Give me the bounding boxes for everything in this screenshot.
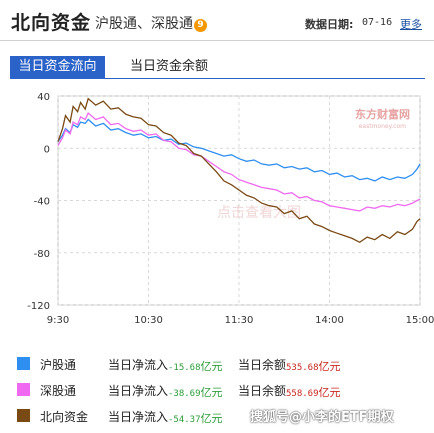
legend-flow-value: -15.68亿元 — [168, 358, 223, 374]
page-subtitle: 沪股通、深股通 9 — [95, 13, 207, 33]
legend-name: 深股通 — [40, 384, 77, 398]
y-tick-label: -120 — [27, 301, 50, 312]
y-tick-label: -80 — [34, 249, 50, 260]
legend-name: 沪股通 — [40, 358, 77, 372]
flow-number: -54.37 — [168, 415, 201, 425]
y-tick-label: 0 — [44, 144, 50, 155]
more-link[interactable]: 更多 — [400, 18, 422, 31]
legend-balance-label: 当日余额 — [238, 384, 287, 398]
north-flow-chart: 40 0 -40 -80 -120 9:30 10:30 11:30 14:00 15:00 东方财… — [0, 80, 434, 340]
page-title: 北向资金 — [11, 12, 92, 34]
legend-flow-value: -54.37亿元 — [168, 410, 223, 426]
header: 北向资金 沪股通、深股通 9 数据日期: 07-16 更多 — [0, 0, 434, 40]
series-line-1 — [57, 111, 421, 212]
legend-row-sh: 沪股通 当日净流入 -15.68亿元 当日余额 535.68亿元 — [0, 354, 434, 374]
legend-balance-value: 535.68亿元 — [286, 358, 341, 374]
y-tick-label: 40 — [37, 92, 50, 103]
legend-balance-label: 当日余额 — [238, 358, 287, 372]
x-tick-label: 11:30 — [225, 315, 254, 326]
balance-unit: 亿元 — [318, 386, 341, 399]
balance-unit: 亿元 — [318, 360, 341, 373]
legend-swatch-north — [17, 409, 30, 422]
subtitle-text: 沪股通、深股通 — [95, 16, 193, 32]
flow-number: -15.68 — [168, 363, 201, 373]
legend: 沪股通 当日净流入 -15.68亿元 当日余额 535.68亿元 深股通 当日净… — [0, 354, 434, 433]
series-line-0 — [57, 118, 421, 182]
chart-canvas: 40 0 -40 -80 -120 9:30 10:30 11:30 14:00 15:00 东方财… — [27, 92, 434, 326]
tab-daily-flow[interactable]: 当日资金流向 — [10, 56, 105, 78]
tab-daily-balance[interactable]: 当日资金余额 — [130, 59, 209, 74]
flow-unit: 亿元 — [200, 360, 223, 373]
flow-unit: 亿元 — [200, 386, 223, 399]
flow-number: -38.69 — [168, 389, 201, 399]
legend-swatch-sh — [17, 357, 30, 370]
legend-flow-label: 当日净流入 — [108, 358, 169, 372]
x-tick-label: 15:00 — [406, 315, 434, 326]
tab-underline — [10, 78, 425, 79]
flow-unit: 亿元 — [200, 412, 223, 425]
chart-watermark: 点击查看大图 — [217, 205, 301, 221]
eastmoney-logo: 东方财富网 — [355, 107, 410, 121]
balance-number: 535.68 — [286, 363, 319, 373]
eastmoney-logo-sub: eastmoney.com — [359, 123, 406, 130]
series-line-2 — [57, 97, 421, 244]
x-tick-label: 14:00 — [315, 315, 344, 326]
tab-bar: 当日资金流向 当日资金余额 — [0, 56, 434, 78]
date-value: 07-16 — [362, 17, 393, 28]
info-badge-icon[interactable]: 9 — [194, 19, 207, 32]
legend-flow-value: -38.69亿元 — [168, 384, 223, 400]
sohu-watermark: 搜狐号@小李的ETF期权 — [250, 410, 394, 425]
legend-row-sz: 深股通 当日净流入 -38.69亿元 当日余额 558.69亿元 — [0, 380, 434, 400]
x-tick-label: 10:30 — [134, 315, 163, 326]
legend-balance-value: 558.69亿元 — [286, 384, 341, 400]
legend-flow-label: 当日净流入 — [108, 384, 169, 398]
legend-flow-label: 当日净流入 — [108, 410, 169, 424]
legend-name: 北向资金 — [40, 410, 89, 424]
balance-number: 558.69 — [286, 389, 319, 399]
y-tick-label: -40 — [34, 197, 50, 208]
x-tick-label: 9:30 — [47, 315, 69, 326]
date-label: 数据日期: — [305, 18, 354, 31]
legend-row-north: 北向资金 当日净流入 -54.37亿元 — [0, 406, 434, 426]
legend-swatch-sz — [17, 383, 30, 396]
header-divider — [0, 40, 434, 41]
